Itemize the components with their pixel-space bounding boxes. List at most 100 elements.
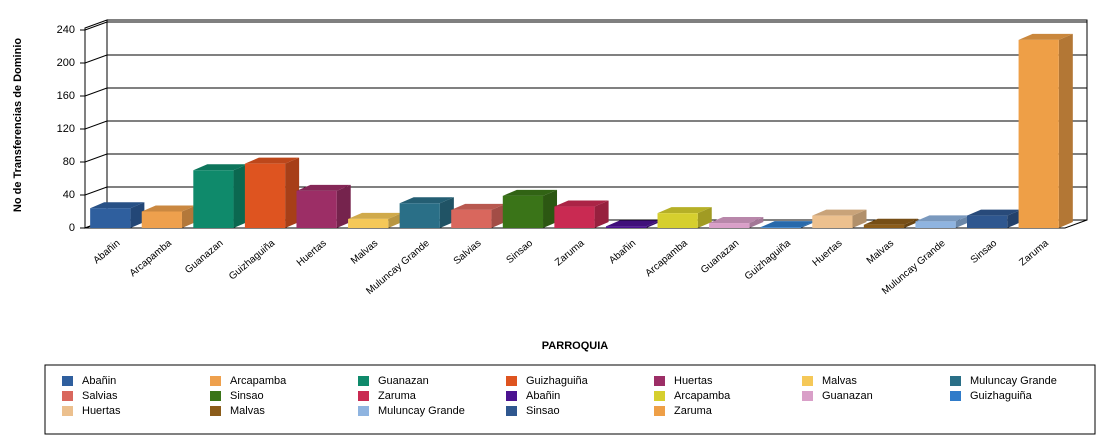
bar-side: [439, 197, 454, 228]
bar-side: [697, 207, 712, 228]
bar-side: [955, 215, 970, 228]
bar: [709, 223, 750, 228]
x-tick-label: Huertas: [295, 238, 329, 269]
bar-side: [749, 217, 764, 228]
legend-label: Sinsao: [526, 405, 560, 417]
legend-swatch: [802, 391, 813, 401]
bar: [141, 211, 182, 228]
y-tick-label: 40: [63, 189, 75, 201]
x-tick-label: Malvas: [349, 238, 380, 267]
bar-top: [399, 197, 454, 204]
legend-swatch: [210, 406, 221, 416]
bar: [296, 190, 337, 228]
legend-label: Abañin: [526, 390, 560, 402]
bar: [244, 163, 286, 228]
bar: [193, 170, 234, 228]
grid-line: [84, 120, 108, 130]
bar-top: [915, 215, 970, 222]
x-tick-label: Guanazan: [183, 238, 225, 276]
bar-side: [491, 203, 506, 228]
bar-top: [760, 221, 815, 228]
bar-side: [388, 212, 403, 228]
y-tick-label: 120: [57, 123, 75, 135]
bar-side: [1058, 33, 1073, 229]
legend-swatch: [950, 391, 961, 401]
bar: [605, 226, 647, 228]
y-tick-label: 200: [57, 57, 75, 69]
legend-label: Arcapamba: [230, 375, 287, 387]
legend-swatch: [358, 406, 369, 416]
legend-swatch: [950, 376, 961, 386]
grid-line: [84, 87, 108, 97]
bar-side: [285, 157, 300, 228]
x-tick-label: Arcapamba: [128, 238, 175, 280]
bar: [554, 206, 595, 228]
legend-label: Huertas: [82, 405, 121, 417]
bar-top: [863, 218, 919, 225]
bar-top: [657, 207, 712, 214]
bar-top: [296, 184, 351, 191]
bar: [812, 215, 853, 228]
legend-swatch: [358, 376, 369, 386]
x-tick-label: Guizhaguiña: [227, 238, 277, 283]
legend-label: Muluncay Grande: [378, 405, 465, 417]
x-tick-label: Malvas: [865, 238, 896, 267]
y-tick-label: 240: [57, 24, 75, 36]
bar-top: [554, 200, 609, 207]
bar: [760, 227, 801, 228]
bar-top: [1018, 33, 1073, 40]
legend-swatch: [358, 391, 369, 401]
bar-top: [141, 205, 196, 212]
bar-side: [1007, 209, 1022, 228]
bar: [502, 195, 544, 228]
bar-side: [181, 205, 196, 228]
legend-swatch: [506, 376, 517, 386]
legend-label: Guanazan: [378, 375, 429, 387]
bar-side: [130, 202, 145, 228]
x-tick-label: Salvias: [452, 238, 484, 267]
x-tick-label: Huertas: [811, 238, 845, 269]
legend-swatch: [62, 406, 73, 416]
bar-top: [451, 203, 506, 210]
x-tick-label: Abañin: [607, 238, 638, 266]
legend-label: Guanazan: [822, 390, 873, 402]
legend-swatch: [802, 376, 813, 386]
bar-side: [852, 209, 867, 228]
legend-swatch: [62, 391, 73, 401]
bar-top: [967, 209, 1022, 216]
bar-side: [800, 221, 815, 228]
legend-swatch: [654, 406, 665, 416]
bar: [967, 215, 1008, 228]
bar: [348, 218, 389, 228]
legend-swatch: [210, 391, 221, 401]
grid-line: [84, 153, 108, 163]
bar-top: [812, 209, 867, 216]
legend-swatch: [62, 376, 73, 386]
legend-label: Salvias: [82, 390, 118, 402]
bar: [915, 221, 956, 228]
legend-swatch: [210, 376, 221, 386]
legend-swatch: [654, 376, 665, 386]
grid-line: [84, 54, 108, 64]
legend-label: Abañin: [82, 375, 116, 387]
bar-top: [348, 212, 403, 219]
x-tick-label: Sinsao: [969, 238, 1000, 266]
legend-label: Muluncay Grande: [970, 375, 1057, 387]
y-axis-title: No de Transferencias de Dominio: [12, 38, 24, 212]
bar-side: [336, 184, 351, 228]
bar-side: [594, 200, 609, 228]
y-tick-label: 80: [63, 156, 75, 168]
x-axis-title: PARROQUIA: [542, 340, 608, 352]
bar-side: [233, 164, 248, 228]
bar-top: [502, 189, 558, 196]
side-wall: [84, 19, 108, 229]
x-tick-label: Guizhaguiña: [743, 238, 793, 283]
legend-swatch: [506, 406, 517, 416]
bar-top: [709, 217, 764, 224]
bar-side: [904, 218, 919, 228]
legend-label: Huertas: [674, 375, 713, 387]
bar-side: [543, 189, 558, 228]
legend-label: Malvas: [230, 405, 265, 417]
bar-top: [605, 220, 661, 227]
